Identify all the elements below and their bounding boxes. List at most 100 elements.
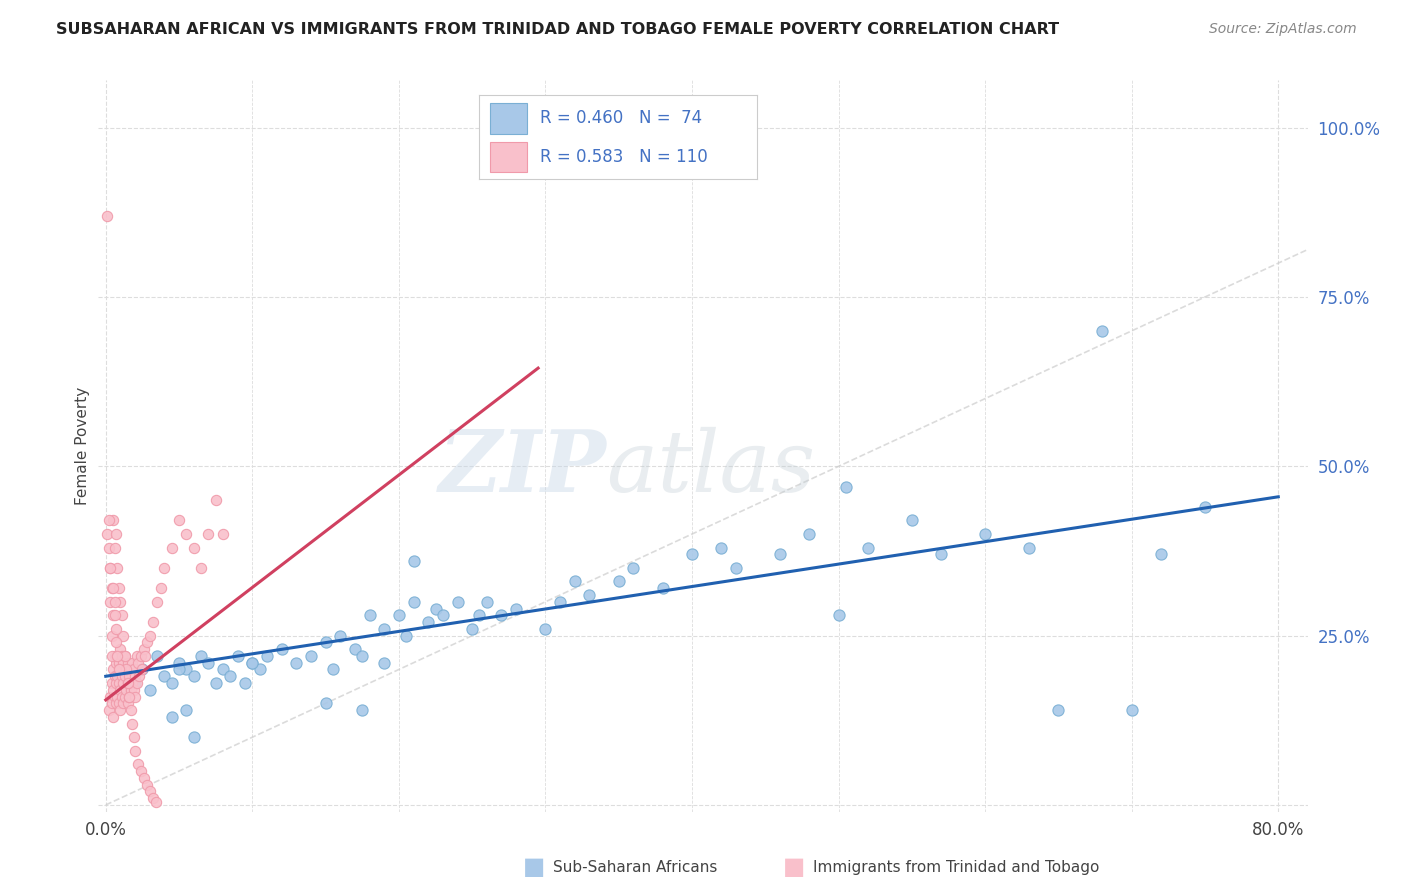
Point [98, 690, 121, 704]
Text: Immigrants from Trinidad and Tobago: Immigrants from Trinidad and Tobago [813, 860, 1099, 874]
Point [111, 669, 134, 683]
Text: SUBSAHARAN AFRICAN VS IMMIGRANTS FROM TRINIDAD AND TOBAGO FEMALE POVERTY CORRELA: SUBSAHARAN AFRICAN VS IMMIGRANTS FROM TR… [56, 22, 1059, 37]
Point [681, 547, 703, 561]
Point [425, 601, 447, 615]
Point [373, 656, 395, 670]
Point [103, 690, 125, 704]
Point [117, 676, 139, 690]
Point [132, 642, 155, 657]
Point [110, 642, 132, 657]
Point [835, 480, 858, 494]
Point [929, 547, 952, 561]
Point [799, 527, 821, 541]
Point [1091, 324, 1114, 338]
Point [103, 541, 125, 555]
Point [105, 697, 128, 711]
Point [110, 703, 132, 717]
Point [122, 730, 145, 744]
Point [129, 764, 152, 778]
Point [1047, 703, 1070, 717]
Point [111, 608, 134, 623]
Point [138, 784, 160, 798]
Point [105, 635, 128, 649]
Point [100, 676, 122, 690]
Point [160, 541, 183, 555]
Point [112, 697, 135, 711]
Point [564, 574, 586, 589]
Point [134, 648, 156, 663]
Point [352, 648, 374, 663]
Point [578, 588, 600, 602]
Point [121, 656, 143, 670]
Text: ■: ■ [783, 855, 806, 879]
Point [153, 561, 176, 575]
Point [1121, 703, 1143, 717]
Point [153, 669, 176, 683]
Point [120, 703, 142, 717]
Point [491, 608, 513, 623]
Point [115, 663, 138, 677]
Point [122, 663, 145, 677]
Point [111, 690, 134, 704]
Point [827, 608, 849, 623]
Point [98, 561, 121, 575]
Point [117, 676, 139, 690]
Point [110, 595, 132, 609]
Point [108, 663, 131, 677]
Point [343, 642, 366, 657]
Point [160, 710, 183, 724]
Point [468, 608, 491, 623]
Point [146, 595, 169, 609]
Point [176, 527, 198, 541]
Point [183, 669, 205, 683]
Point [108, 697, 131, 711]
Point [127, 656, 149, 670]
Point [127, 757, 149, 772]
Point [129, 648, 152, 663]
Point [115, 663, 138, 677]
Point [135, 635, 157, 649]
Point [112, 656, 135, 670]
Point [124, 690, 146, 704]
Text: atlas: atlas [606, 426, 815, 509]
Point [160, 676, 183, 690]
Point [114, 669, 136, 683]
Point [534, 622, 557, 636]
Point [108, 581, 131, 595]
Point [105, 527, 128, 541]
Point [97, 703, 120, 717]
Point [138, 682, 160, 697]
Point [103, 648, 125, 663]
Point [145, 795, 167, 809]
Point [101, 608, 124, 623]
Point [856, 541, 879, 555]
Y-axis label: Female Poverty: Female Poverty [75, 387, 90, 505]
Point [167, 514, 190, 528]
Point [146, 648, 169, 663]
Point [101, 581, 124, 595]
Point [100, 697, 122, 711]
Point [124, 676, 146, 690]
Text: Sub-Saharan Africans: Sub-Saharan Africans [553, 860, 717, 874]
Point [107, 648, 129, 663]
Text: Source: ZipAtlas.com: Source: ZipAtlas.com [1209, 22, 1357, 37]
Point [96, 527, 118, 541]
Point [118, 690, 141, 704]
Point [395, 629, 418, 643]
Point [607, 574, 630, 589]
Point [135, 778, 157, 792]
Point [901, 514, 924, 528]
Point [110, 663, 132, 677]
Point [240, 656, 263, 670]
Point [111, 648, 134, 663]
Point [621, 561, 644, 575]
Point [505, 601, 527, 615]
Point [1194, 500, 1216, 514]
Point [120, 663, 142, 677]
Point [769, 547, 792, 561]
Point [724, 561, 747, 575]
Point [107, 690, 129, 704]
Point [105, 622, 128, 636]
Point [359, 608, 381, 623]
Point [475, 595, 498, 609]
